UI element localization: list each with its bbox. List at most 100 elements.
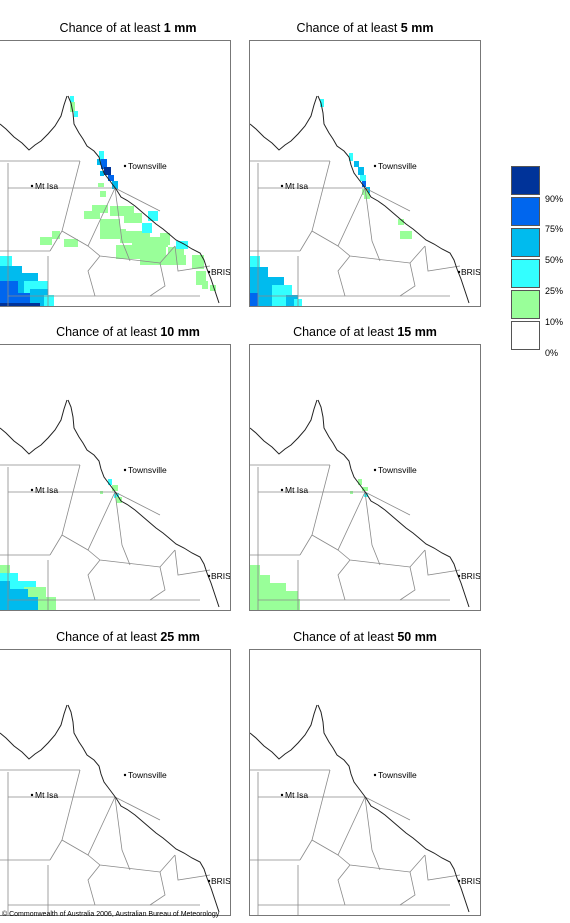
townsville-marker (123, 773, 127, 777)
rain-probability-cell (100, 219, 120, 229)
rain-probability-cell (250, 293, 258, 306)
rain-probability-cell (110, 206, 134, 216)
rain-probability-cell (99, 151, 104, 159)
legend-label-10: 10% (545, 317, 564, 327)
brisbane-label: BRIS (211, 267, 230, 277)
rain-probability-cell (124, 213, 142, 223)
district-boundary (337, 559, 351, 601)
rain-probability-cell (116, 497, 122, 503)
rain-probability-cell (196, 271, 206, 285)
rain-probability-cell (97, 159, 101, 165)
district-boundary (399, 566, 416, 601)
rain-probability-cell (101, 159, 107, 169)
mt-isa-label: Mt Isa (35, 485, 58, 495)
queensland-map: Townsville Mt Isa BRIS (250, 399, 480, 610)
brisbane-marker (457, 879, 461, 883)
mt-isa-marker (30, 488, 34, 492)
rain-probability-cell (148, 211, 158, 221)
district-boundary (299, 230, 313, 252)
district-boundary (149, 566, 166, 601)
rain-probability-cell (349, 153, 353, 161)
panel-title-5mm: Chance of at least 5 mm (296, 21, 434, 35)
rain-probability-cell (64, 239, 78, 247)
rain-probability-cell (364, 193, 370, 199)
rain-probability-cell (108, 479, 112, 485)
rain-probability-cell (104, 167, 111, 175)
brisbane-label: BRIS (461, 267, 480, 277)
district-boundary (337, 255, 351, 297)
district-boundary (299, 534, 313, 556)
rain-probability-cell (20, 597, 38, 610)
district-boundary (299, 839, 313, 861)
rain-probability-cell (30, 289, 48, 306)
rain-probability-cell (132, 237, 168, 247)
queensland-map: Townsville Mt Isa BRIS (0, 95, 230, 306)
district-boundary (174, 854, 211, 881)
townsville-label: Townsville (378, 161, 417, 171)
townsville-label: Townsville (128, 465, 167, 475)
rain-probability-cell (98, 183, 104, 187)
rain-probability-cell (358, 479, 362, 485)
brisbane-marker (457, 574, 461, 578)
district-boundary (424, 854, 461, 881)
rain-probability-cell (288, 599, 300, 610)
rain-probability-cell (0, 303, 40, 306)
rain-probability-cell (112, 181, 118, 189)
map-5mm: Townsville Mt Isa BRIS (249, 40, 481, 307)
panel-title-25mm: Chance of at least 25 mm (56, 630, 200, 644)
district-boundary (114, 187, 131, 262)
legend-label-25: 25% (545, 286, 564, 296)
legend-swatch-75 (511, 197, 540, 226)
rain-probability-cell (0, 581, 10, 610)
map-50mm: Townsville Mt Isa BRIS (249, 649, 481, 916)
east-coastline (317, 399, 470, 608)
district-boundary (61, 464, 161, 551)
rain-probability-cell (320, 99, 324, 107)
brisbane-marker (457, 270, 461, 274)
gulf-coastline (250, 399, 318, 455)
map-25mm: Townsville Mt Isa BRIS (0, 649, 231, 916)
east-coastline (67, 704, 220, 913)
rain-probability-cell (286, 295, 298, 306)
rain-probability-cell (70, 96, 74, 102)
district-boundary (424, 245, 461, 272)
queensland-map: Townsville Mt Isa BRIS (250, 95, 480, 306)
district-boundary (149, 871, 166, 906)
gulf-coastline (0, 704, 68, 760)
rain-probability-cell (202, 281, 208, 289)
mt-isa-label: Mt Isa (285, 790, 308, 800)
rain-probability-cell (52, 231, 60, 239)
legend-swatch-25 (511, 259, 540, 288)
rain-probability-cell (362, 487, 368, 491)
district-boundary (399, 262, 416, 297)
townsville-marker (123, 468, 127, 472)
district-boundary (114, 491, 131, 566)
copyright-notice: © Commonwealth of Australia 2006, Austra… (2, 911, 220, 918)
district-boundary (337, 549, 426, 568)
rain-probability-cell (358, 167, 364, 175)
gulf-coastline (0, 399, 68, 455)
mt-isa-label: Mt Isa (285, 485, 308, 495)
gulf-coastline (250, 95, 318, 151)
rain-probability-cell (362, 181, 366, 187)
mt-isa-marker (280, 793, 284, 797)
brisbane-label: BRIS (461, 571, 480, 581)
district-boundary (49, 839, 63, 861)
district-boundary (337, 245, 426, 264)
rain-probability-cell (350, 491, 353, 494)
district-boundary (424, 549, 461, 576)
district-boundary (114, 796, 131, 871)
east-coastline (317, 704, 470, 913)
district-boundary (337, 854, 426, 873)
townsville-label: Townsville (128, 161, 167, 171)
panel-title-10mm: Chance of at least 10 mm (56, 325, 200, 339)
district-boundary (61, 769, 161, 856)
district-boundary (87, 245, 176, 264)
brisbane-marker (207, 879, 211, 883)
rain-probability-cell (400, 231, 412, 239)
rain-probability-cell (142, 223, 152, 233)
townsville-marker (373, 468, 377, 472)
townsville-marker (123, 164, 127, 168)
legend-label-50: 50% (545, 255, 564, 265)
mt-isa-label: Mt Isa (35, 790, 58, 800)
